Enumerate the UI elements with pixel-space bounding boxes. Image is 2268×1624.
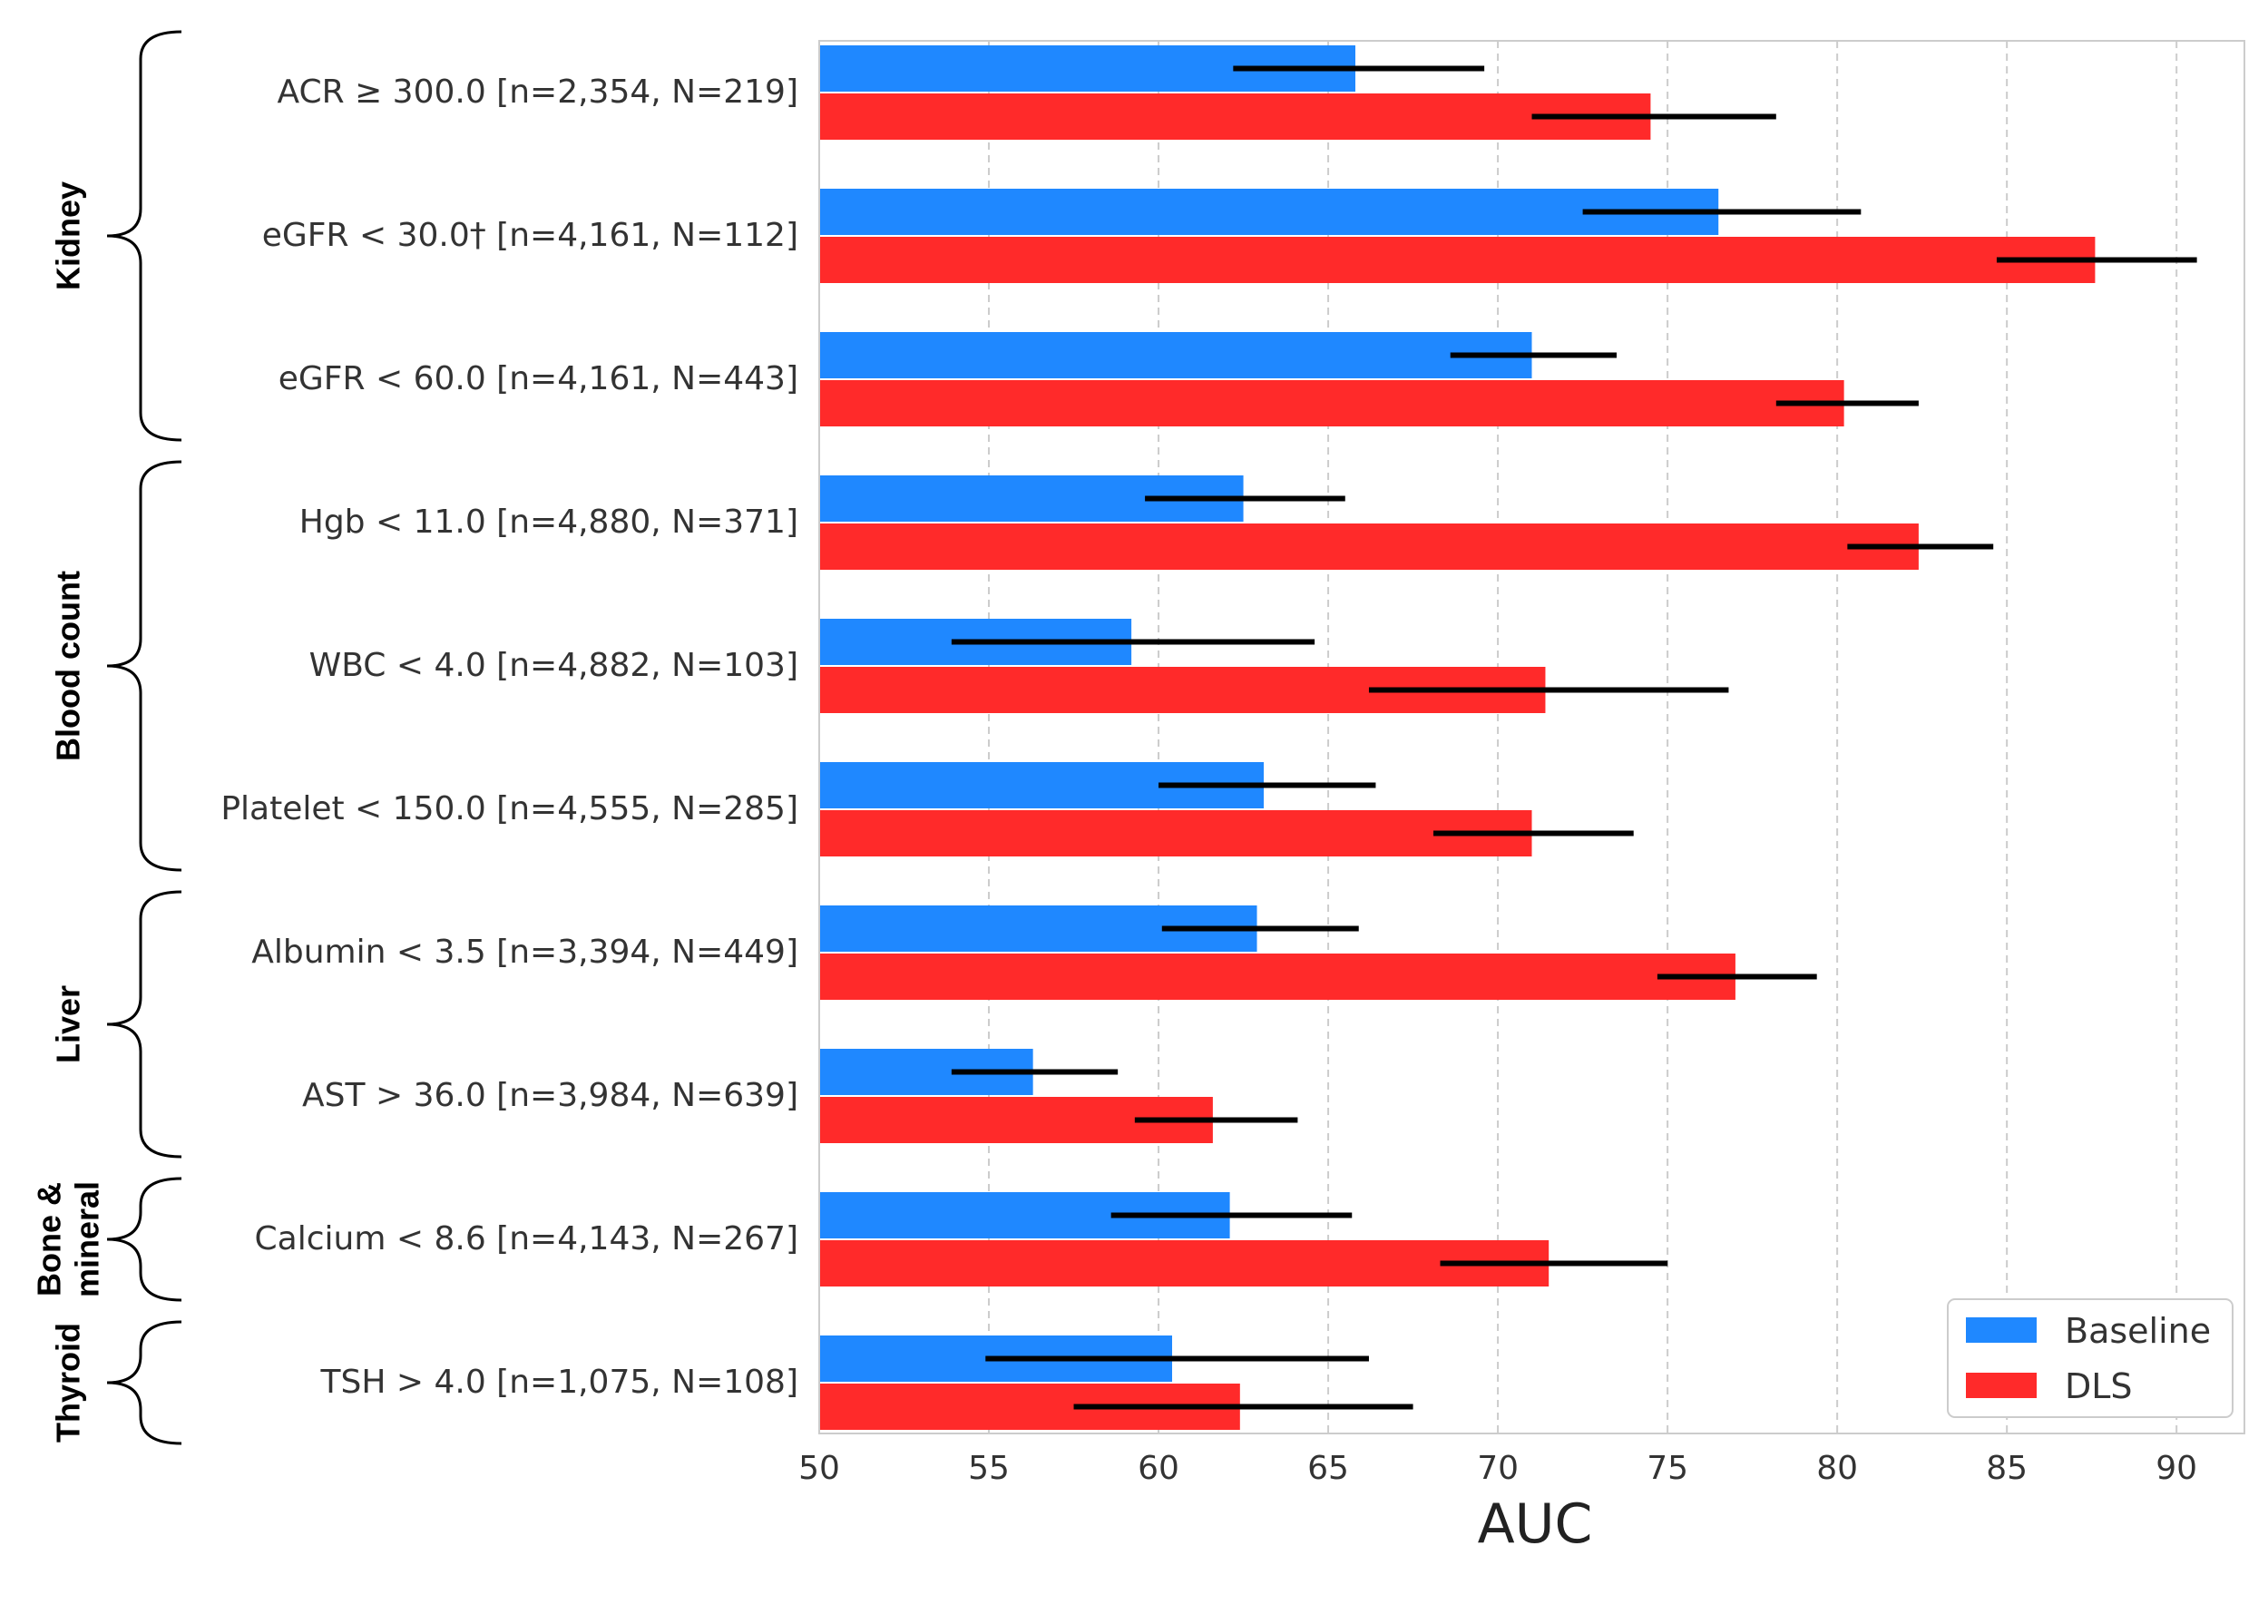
category-label-4: WBC < 4.0 [n=4,882, N=103]: [309, 647, 798, 684]
legend: Baseline DLS: [1947, 1298, 2234, 1418]
x-tick-label-75: 75: [1647, 1450, 1688, 1487]
x-tick-label-90: 90: [2156, 1450, 2197, 1487]
group-label-3-0: Bone &: [31, 1182, 68, 1296]
category-label-0: ACR ≥ 300.0 [n=2,354, N=219]: [277, 73, 798, 111]
group-brackets: Kidney Blood count Liver Bone & mineral Thyro…: [31, 30, 182, 1445]
category-label-3: Hgb < 11.0 [n=4,880, N=371]: [299, 504, 798, 541]
group-brace-0: [106, 30, 182, 442]
category-label-9: TSH > 4.0 [n=1,075, N=108]: [320, 1364, 798, 1401]
bar-baseline-1: [819, 189, 1719, 235]
x-tick-label-85: 85: [1986, 1450, 2028, 1487]
x-tick-label-80: 80: [1816, 1450, 1858, 1487]
group-brace-2: [106, 890, 182, 1159]
legend-swatch-dls: [1966, 1373, 2037, 1398]
legend-label-dls: DLS: [2065, 1366, 2133, 1406]
bar-dls-0: [819, 93, 1651, 140]
errorbar-layer: [951, 65, 2197, 1410]
group-label-4: Thyroid: [50, 1323, 87, 1443]
bar-baseline-2: [819, 332, 1532, 378]
group-label-3-1: mineral: [69, 1181, 106, 1297]
plot-frame: [818, 40, 2245, 1434]
group-brace-4: [106, 1320, 182, 1445]
bar-dls-3: [819, 523, 1919, 570]
group-brace-3: [106, 1177, 182, 1302]
x-tick-label-65: 65: [1307, 1450, 1349, 1487]
group-brace-1: [106, 460, 182, 872]
category-label-7: AST > 36.0 [n=3,984, N=639]: [302, 1077, 798, 1114]
x-tick-label-50: 50: [798, 1450, 840, 1487]
category-labels: ACR ≥ 300.0 [n=2,354, N=219] eGFR < 30.0†…: [220, 73, 798, 1401]
group-label-0: Kidney: [50, 181, 87, 290]
x-tick-label-60: 60: [1138, 1450, 1179, 1487]
legend-label-baseline: Baseline: [2065, 1311, 2211, 1351]
x-tick-label-70: 70: [1477, 1450, 1519, 1487]
bar-dls-2: [819, 380, 1844, 426]
legend-swatch-baseline: [1966, 1317, 2037, 1343]
x-axis-title: AUC: [1478, 1492, 1593, 1556]
category-label-2: eGFR < 60.0 [n=4,161, N=443]: [279, 360, 798, 397]
category-label-5: Platelet < 150.0 [n=4,555, N=285]: [220, 790, 798, 827]
bar-dls-6: [819, 954, 1735, 1000]
x-tick-labels: 50 55 60 65 70 75 80 85 90: [798, 1450, 2197, 1487]
category-label-6: Albumin < 3.5 [n=3,394, N=449]: [251, 934, 798, 971]
bar-layer: [819, 45, 2096, 1430]
bar-dls-1: [819, 237, 2096, 283]
group-label-2: Liver: [50, 985, 87, 1063]
bar-dls-8: [819, 1240, 1549, 1286]
group-label-1: Blood count: [50, 571, 87, 761]
category-label-1: eGFR < 30.0† [n=4,161, N=112]: [262, 217, 798, 254]
category-label-8: Calcium < 8.6 [n=4,143, N=267]: [255, 1220, 798, 1257]
bar-dls-5: [819, 810, 1532, 856]
x-tick-label-55: 55: [968, 1450, 1010, 1487]
